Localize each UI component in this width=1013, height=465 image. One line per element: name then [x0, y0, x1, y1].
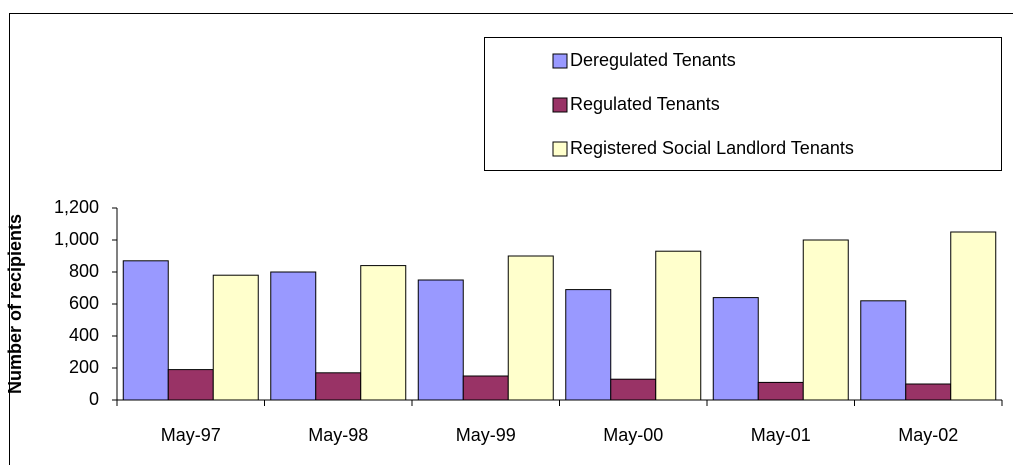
bar [905, 383, 952, 401]
bar [860, 300, 907, 401]
x-tick-label: May-00 [603, 425, 663, 445]
bar [360, 265, 407, 401]
bar [655, 250, 702, 401]
bar [270, 271, 317, 401]
y-axis-label: Number of recipients [5, 214, 25, 394]
bar [950, 231, 997, 401]
legend-swatch [552, 97, 568, 113]
bar [212, 274, 259, 401]
y-tick-label: 1,200 [54, 197, 99, 217]
bar [122, 260, 169, 401]
y-tick-label: 800 [69, 261, 99, 281]
y-tick-label: 1,000 [54, 229, 99, 249]
x-tick-label: May-01 [751, 425, 811, 445]
bar [802, 239, 849, 401]
x-tick-label: May-02 [898, 425, 958, 445]
legend-box [484, 37, 1002, 171]
y-tick-label: 0 [89, 389, 99, 409]
bar [507, 255, 554, 401]
bar [417, 279, 464, 401]
y-tick-label: 600 [69, 293, 99, 313]
bar [565, 289, 612, 401]
bar [610, 378, 657, 401]
bar [712, 297, 759, 401]
legend-label: Deregulated Tenants [570, 50, 736, 70]
x-tick-label: May-99 [456, 425, 516, 445]
x-tick-label: May-97 [161, 425, 221, 445]
legend-swatch [552, 141, 568, 157]
legend-label: Registered Social Landlord Tenants [570, 138, 854, 158]
legend-label: Regulated Tenants [570, 94, 720, 114]
y-tick-label: 200 [69, 357, 99, 377]
legend-swatch [552, 53, 568, 69]
bar [757, 381, 804, 401]
bar [315, 372, 362, 401]
bar [462, 375, 509, 401]
y-tick-label: 400 [69, 325, 99, 345]
bar [167, 369, 214, 401]
x-tick-label: May-98 [308, 425, 368, 445]
